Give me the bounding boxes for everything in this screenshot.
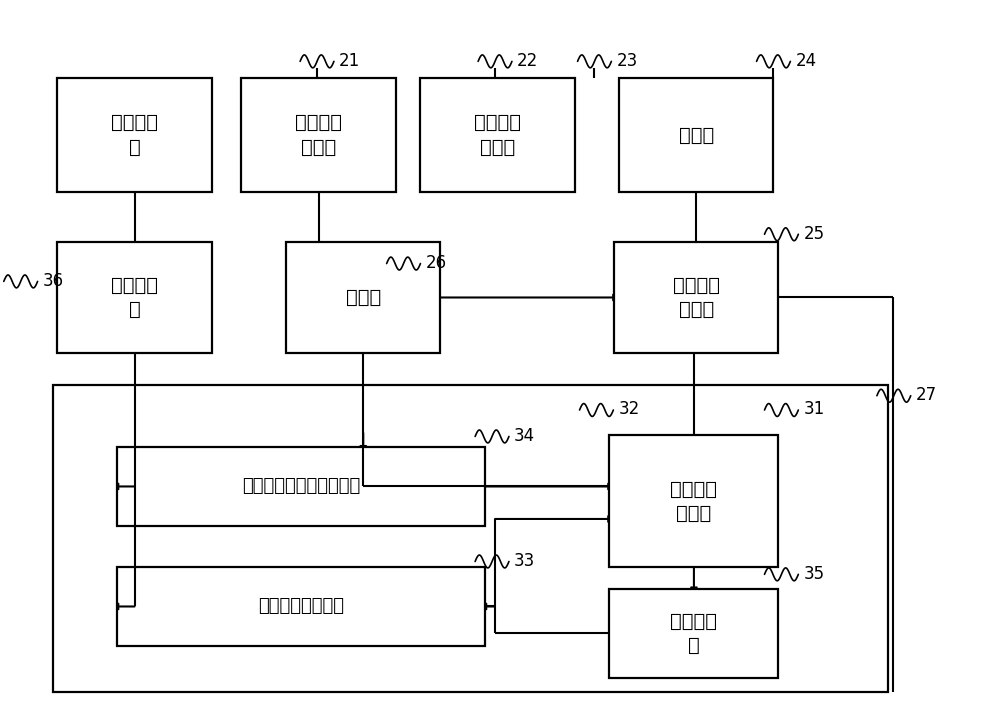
Text: 26: 26 — [425, 254, 447, 272]
Text: 35: 35 — [803, 564, 824, 582]
Bar — [609, 435, 778, 567]
Text: 前馈补偿
器: 前馈补偿 器 — [670, 612, 717, 655]
Text: 旋转控制
台: 旋转控制 台 — [111, 113, 158, 156]
Bar — [117, 447, 485, 526]
Text: 原始闭环位移控制子系统: 原始闭环位移控制子系统 — [242, 477, 360, 495]
Bar — [117, 567, 485, 646]
Bar — [57, 242, 212, 353]
Text: 外部位置
控制器: 外部位置 控制器 — [670, 480, 717, 523]
Text: 21: 21 — [339, 52, 360, 70]
Bar — [420, 78, 575, 192]
Bar — [609, 589, 778, 678]
Text: 27: 27 — [916, 386, 937, 404]
Text: 插入式重复控制器: 插入式重复控制器 — [258, 598, 344, 616]
Bar — [53, 385, 888, 692]
Text: 视觉反馈
子系统: 视觉反馈 子系统 — [673, 276, 720, 319]
Text: 33: 33 — [514, 552, 535, 570]
Bar — [241, 78, 396, 192]
Bar — [614, 242, 778, 353]
Text: 扰动观测
器: 扰动观测 器 — [111, 276, 158, 319]
Bar — [619, 78, 773, 192]
Text: 32: 32 — [618, 400, 640, 418]
Text: 36: 36 — [43, 271, 64, 289]
Text: 样品台: 样品台 — [679, 125, 714, 145]
Text: 34: 34 — [514, 427, 535, 445]
Text: 31: 31 — [803, 400, 825, 418]
Text: 第一平移
控制台: 第一平移 控制台 — [295, 113, 342, 156]
Bar — [286, 242, 440, 353]
Text: 22: 22 — [517, 52, 538, 70]
Text: 23: 23 — [616, 52, 638, 70]
Text: 第二平移
控制台: 第二平移 控制台 — [474, 113, 521, 156]
Text: 25: 25 — [803, 225, 824, 243]
Text: 24: 24 — [795, 52, 816, 70]
Bar — [57, 78, 212, 192]
Text: 驱动器: 驱动器 — [346, 288, 381, 307]
